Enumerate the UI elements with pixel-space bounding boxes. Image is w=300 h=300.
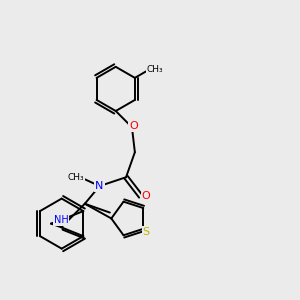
Text: O: O [129,121,138,131]
Text: CH₃: CH₃ [146,65,163,74]
Text: S: S [143,227,150,237]
Text: NH: NH [54,215,69,225]
Text: CH₃: CH₃ [68,173,84,182]
Text: N: N [95,181,104,191]
Text: O: O [142,191,150,201]
